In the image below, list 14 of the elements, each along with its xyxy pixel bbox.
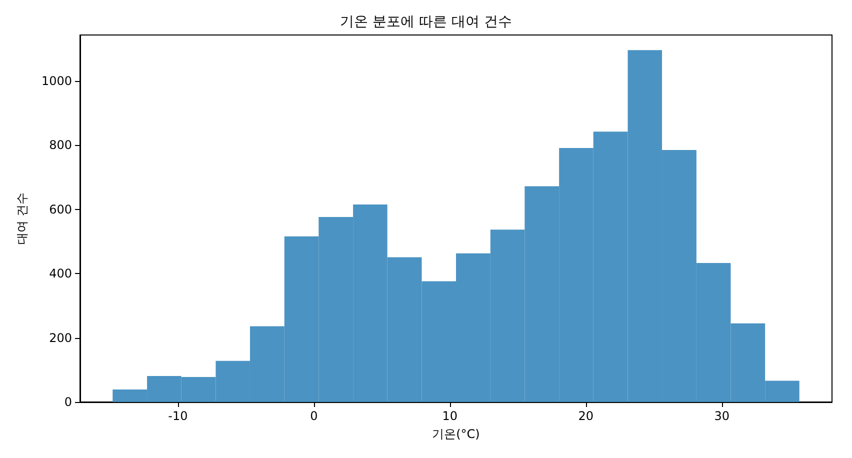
y-tick-label: 600	[49, 202, 72, 216]
chart-title: 기온 분포에 따른 대여 건수	[340, 14, 512, 30]
y-tick-label: 800	[49, 138, 72, 152]
y-axis-title: 대여 건수	[15, 192, 29, 244]
x-tick-label: 0	[310, 409, 318, 423]
x-axis-title: 기온(°C)	[432, 427, 480, 441]
x-tick-label: -10	[168, 409, 188, 423]
y-tick-label: 200	[49, 330, 72, 345]
x-tick-label: 10	[442, 409, 458, 423]
x-tick-label: 30	[714, 409, 730, 423]
x-tick-label: 20	[578, 409, 594, 423]
y-tick-label: 400	[49, 266, 72, 281]
y-tick-label: 1000	[41, 74, 72, 88]
y-tick-label: 0	[64, 395, 72, 409]
